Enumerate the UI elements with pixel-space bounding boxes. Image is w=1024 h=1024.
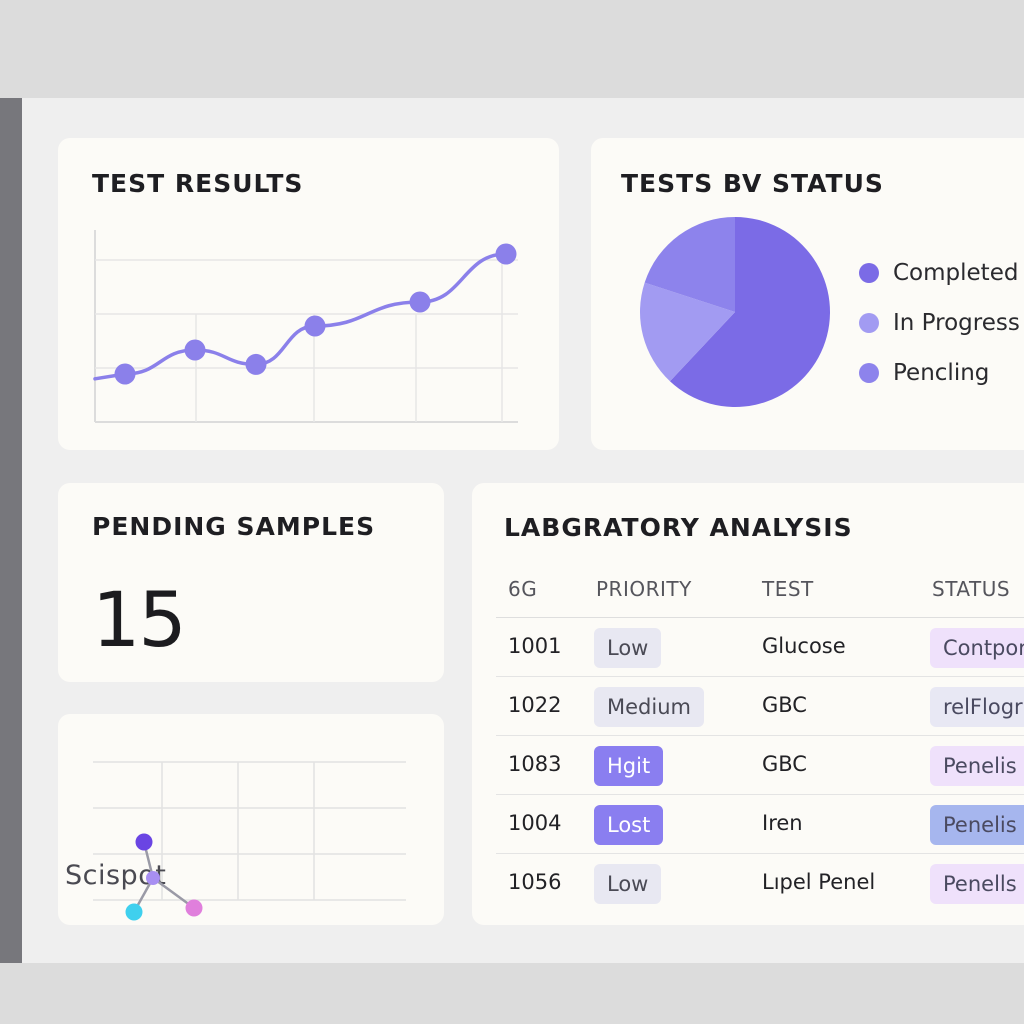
pie-slice-completed[interactable] (669, 217, 830, 407)
status-badge: relFlogr (930, 687, 1024, 727)
cell-test: Lıpel Penel (762, 870, 876, 894)
tests-by-status-card: TESTS BV STATUS Completed In Progress Penc… (591, 138, 1024, 450)
grid-lines (93, 761, 406, 901)
table-row[interactable]: 1056 Low Lıpel Penel Penells (496, 854, 1024, 912)
cell-id: 1083 (508, 752, 562, 776)
table-row[interactable]: 1022 Medium GBC relFlogr (496, 677, 1024, 736)
test-results-chart (93, 230, 518, 423)
column-header-id[interactable]: 6G (508, 577, 538, 601)
legend-item-pencling[interactable]: Pencling (859, 348, 1020, 398)
table-header: 6G PRIORITY TEST STATUS (496, 573, 1024, 618)
pie-slice-in-progress[interactable] (640, 282, 735, 382)
lab-analysis-card: LABGRATORY ANALYSIS 6G PRIORITY TEST STA… (472, 483, 1024, 925)
cell-test: Glucose (762, 634, 846, 658)
legend-item-completed[interactable]: Completed (859, 248, 1020, 298)
cell-test: Iren (762, 811, 803, 835)
status-badge: Penells (930, 864, 1024, 904)
pending-samples-count: 15 (92, 575, 187, 664)
pending-samples-card: PENDING SAMPLES 15 (58, 483, 444, 682)
cell-id: 1001 (508, 634, 562, 658)
column-header-status[interactable]: STATUS (932, 577, 1011, 601)
left-edge-bar (0, 98, 22, 963)
pie-slice-pencling[interactable] (644, 217, 735, 312)
table-row[interactable]: 1001 Low Glucose Contpor (496, 618, 1024, 677)
table-body: 1001 Low Glucose Contpor 1022 Medium GBC relFlo… (496, 618, 1024, 912)
logo-card: Scispot (58, 714, 444, 925)
test-results-title: TEST RESULTS (92, 169, 304, 198)
priority-badge: Low (594, 864, 662, 904)
priority-badge: Hgit (594, 746, 664, 786)
priority-badge: Medium (594, 687, 704, 727)
column-header-test[interactable]: TEST (762, 577, 814, 601)
legend-swatch (859, 313, 879, 333)
cell-id: 1004 (508, 811, 562, 835)
cell-test: GBC (762, 693, 807, 717)
data-point-1[interactable] (114, 363, 136, 385)
cell-id: 1022 (508, 693, 562, 717)
status-badge: Contpor (930, 628, 1024, 668)
status-legend: Completed In Progress Pencling (859, 248, 1020, 398)
data-point-5[interactable] (409, 291, 431, 313)
legend-label: Completed (893, 260, 1019, 286)
logo-network-icon (125, 833, 203, 921)
priority-badge: Lost (594, 805, 664, 845)
pending-samples-title: PENDING SAMPLES (92, 512, 376, 541)
logo-node-3 (185, 899, 203, 917)
status-pie-chart (640, 217, 830, 407)
chart-grid (94, 230, 518, 423)
legend-label: In Progress (893, 310, 1020, 336)
cell-id: 1056 (508, 870, 562, 894)
data-point-6[interactable] (495, 243, 517, 265)
test-results-card: TEST RESULTS (58, 138, 559, 450)
tests-by-status-title: TESTS BV STATUS (621, 169, 884, 198)
legend-swatch (859, 363, 879, 383)
lab-analysis-title: LABGRATORY ANALYSIS (504, 513, 853, 542)
logo-node-center (146, 871, 160, 885)
status-badge: Penelis (930, 746, 1024, 786)
data-point-3[interactable] (245, 353, 267, 375)
table-row[interactable]: 1004 Lost Iren Penelis (496, 795, 1024, 854)
series-line (93, 252, 508, 381)
status-badge: Penelis (930, 805, 1024, 845)
cell-test: GBC (762, 752, 807, 776)
column-header-priority[interactable]: PRIORITY (596, 577, 692, 601)
dashboard-screen: TEST RESULTS TESTS BV STATUS Completed In… (0, 98, 1024, 963)
data-point-4[interactable] (304, 315, 326, 337)
lab-analysis-table: 6G PRIORITY TEST STATUS 1001 Low Glucose Co… (496, 573, 1024, 912)
priority-badge: Low (594, 628, 662, 668)
table-row[interactable]: 1083 Hgit GBC Penelis (496, 736, 1024, 795)
legend-label: Pencling (893, 360, 990, 386)
logo-node-2 (125, 903, 143, 921)
legend-swatch (859, 263, 879, 283)
data-point-2[interactable] (184, 339, 206, 361)
logo-node-1 (135, 833, 153, 851)
legend-item-in-progress[interactable]: In Progress (859, 298, 1020, 348)
